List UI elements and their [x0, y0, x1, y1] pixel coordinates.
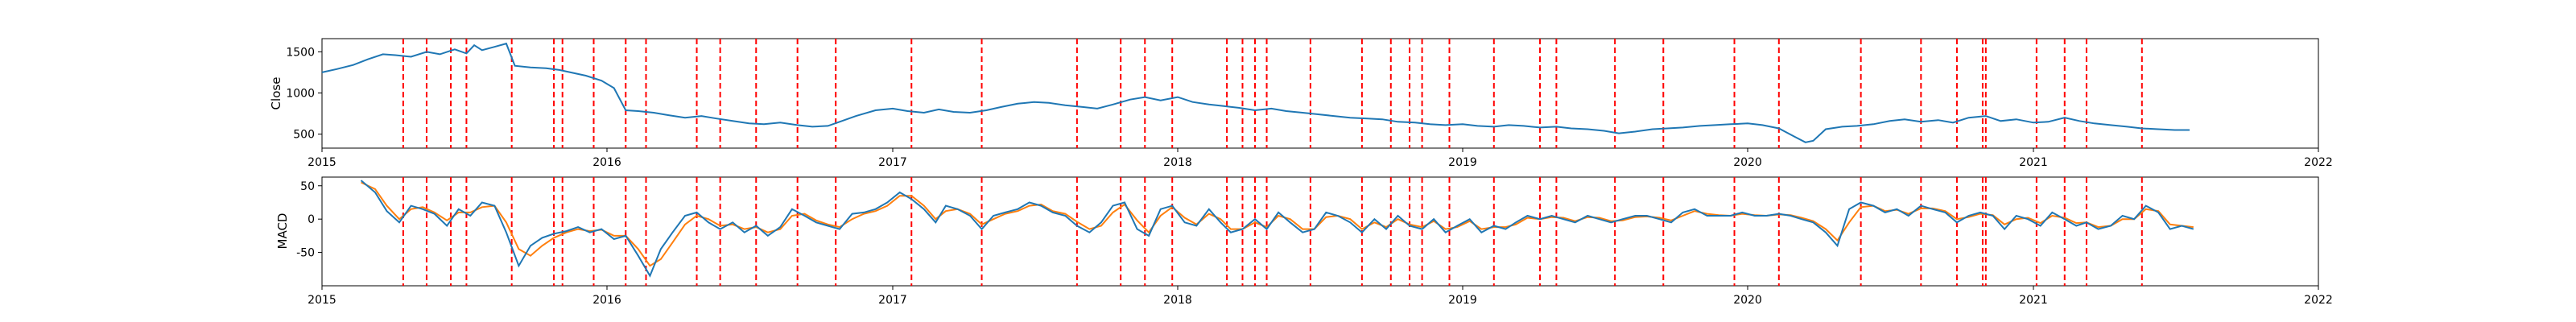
close-panel: 500 1000 1500 2015 2016 2017 2018 2019 2020 2021…: [269, 38, 2333, 169]
macd-ylabel: MACD: [275, 213, 290, 250]
macd-y-ticks: -50 0 50: [296, 180, 322, 260]
close-xtick-label: 2017: [878, 156, 907, 169]
macd-xtick-label: 2018: [1163, 294, 1192, 307]
close-y-ticks: 500 1000 1500: [286, 46, 322, 142]
close-ytick-label: 1500: [286, 46, 315, 59]
close-ytick-label: 1000: [286, 87, 315, 100]
close-xtick-label: 2021: [2019, 156, 2048, 169]
close-ylabel: Close: [269, 77, 283, 110]
close-event-lines: [402, 39, 2143, 148]
macd-ytick-label: -50: [296, 247, 315, 260]
close-xtick-label: 2022: [2304, 156, 2333, 169]
macd-series-line: [360, 180, 2194, 278]
macd-ytick-label: 0: [308, 213, 315, 226]
close-xtick-label: 2020: [1733, 156, 1762, 169]
macd-x-ticks: 2015 2016 2017 2018 2019 2020 2021 2022: [308, 286, 2333, 307]
macd-axes-frame: [321, 176, 2319, 287]
macd-xtick-label: 2015: [308, 294, 336, 307]
close-xtick-label: 2015: [308, 156, 336, 169]
close-x-ticks: 2015 2016 2017 2018 2019 2020 2021 2022: [308, 148, 2333, 169]
macd-xtick-label: 2019: [1448, 294, 1477, 307]
macd-ytick-label: 50: [300, 180, 315, 193]
close-xtick-label: 2019: [1448, 156, 1477, 169]
macd-xtick-label: 2016: [592, 294, 621, 307]
macd-xtick-label: 2017: [878, 294, 907, 307]
close-xtick-label: 2016: [592, 156, 621, 169]
close-ytick-label: 500: [293, 129, 315, 142]
close-series-line: [321, 42, 2190, 143]
close-xtick-label: 2018: [1163, 156, 1192, 169]
macd-xtick-label: 2020: [1733, 294, 1762, 307]
macd-xtick-label: 2022: [2304, 294, 2333, 307]
close-axes-frame: [321, 38, 2319, 149]
macd-xtick-label: 2021: [2019, 294, 2048, 307]
